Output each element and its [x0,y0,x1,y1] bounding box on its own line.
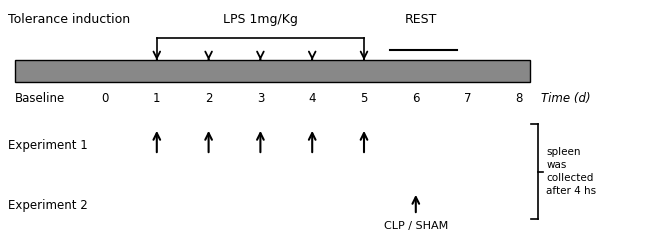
Text: CLP / SHAM: CLP / SHAM [384,221,448,231]
Text: 6: 6 [412,92,419,105]
Text: 5: 5 [360,92,368,105]
Text: Tolerance induction: Tolerance induction [8,13,130,26]
Text: Time (d): Time (d) [541,92,591,105]
Text: 0: 0 [101,92,109,105]
Text: spleen
was
collected
after 4 hs: spleen was collected after 4 hs [547,147,597,196]
Text: 2: 2 [205,92,213,105]
Text: Baseline: Baseline [15,92,65,105]
Text: 8: 8 [515,92,523,105]
Text: 3: 3 [257,92,264,105]
Text: 7: 7 [464,92,471,105]
Text: Experiment 2: Experiment 2 [8,199,88,211]
Bar [15,60,530,82]
Text: 1: 1 [153,92,161,105]
Text: LPS 1mg/Kg: LPS 1mg/Kg [223,13,298,26]
Text: 4: 4 [309,92,316,105]
Text: Experiment 1: Experiment 1 [8,139,88,151]
Text: REST: REST [404,13,437,26]
